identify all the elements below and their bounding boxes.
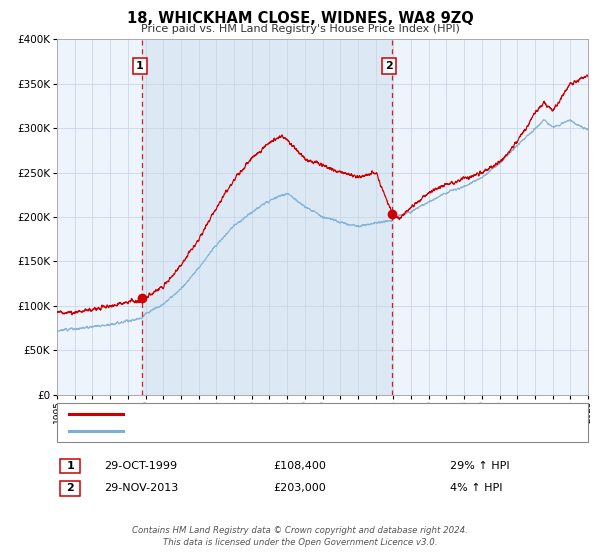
Text: 4% ↑ HPI: 4% ↑ HPI xyxy=(450,483,503,493)
Text: 29-NOV-2013: 29-NOV-2013 xyxy=(104,483,179,493)
Text: 1: 1 xyxy=(67,461,74,471)
Text: 29-OCT-1999: 29-OCT-1999 xyxy=(104,461,178,471)
Text: This data is licensed under the Open Government Licence v3.0.: This data is licensed under the Open Gov… xyxy=(163,538,437,547)
Text: £203,000: £203,000 xyxy=(274,483,326,493)
Text: Contains HM Land Registry data © Crown copyright and database right 2024.: Contains HM Land Registry data © Crown c… xyxy=(132,526,468,535)
Bar xyxy=(142,39,392,395)
Text: HPI: Average price, detached house, Halton: HPI: Average price, detached house, Halt… xyxy=(132,426,349,436)
Text: 2: 2 xyxy=(385,61,393,71)
Text: Price paid vs. HM Land Registry's House Price Index (HPI): Price paid vs. HM Land Registry's House … xyxy=(140,24,460,34)
Text: 18, WHICKHAM CLOSE, WIDNES, WA8 9ZQ (detached house): 18, WHICKHAM CLOSE, WIDNES, WA8 9ZQ (det… xyxy=(132,409,433,419)
Text: 1: 1 xyxy=(136,61,144,71)
Text: 29% ↑ HPI: 29% ↑ HPI xyxy=(450,461,509,471)
Text: 2: 2 xyxy=(67,483,74,493)
Text: 18, WHICKHAM CLOSE, WIDNES, WA8 9ZQ: 18, WHICKHAM CLOSE, WIDNES, WA8 9ZQ xyxy=(127,11,473,26)
Text: £108,400: £108,400 xyxy=(274,461,326,471)
